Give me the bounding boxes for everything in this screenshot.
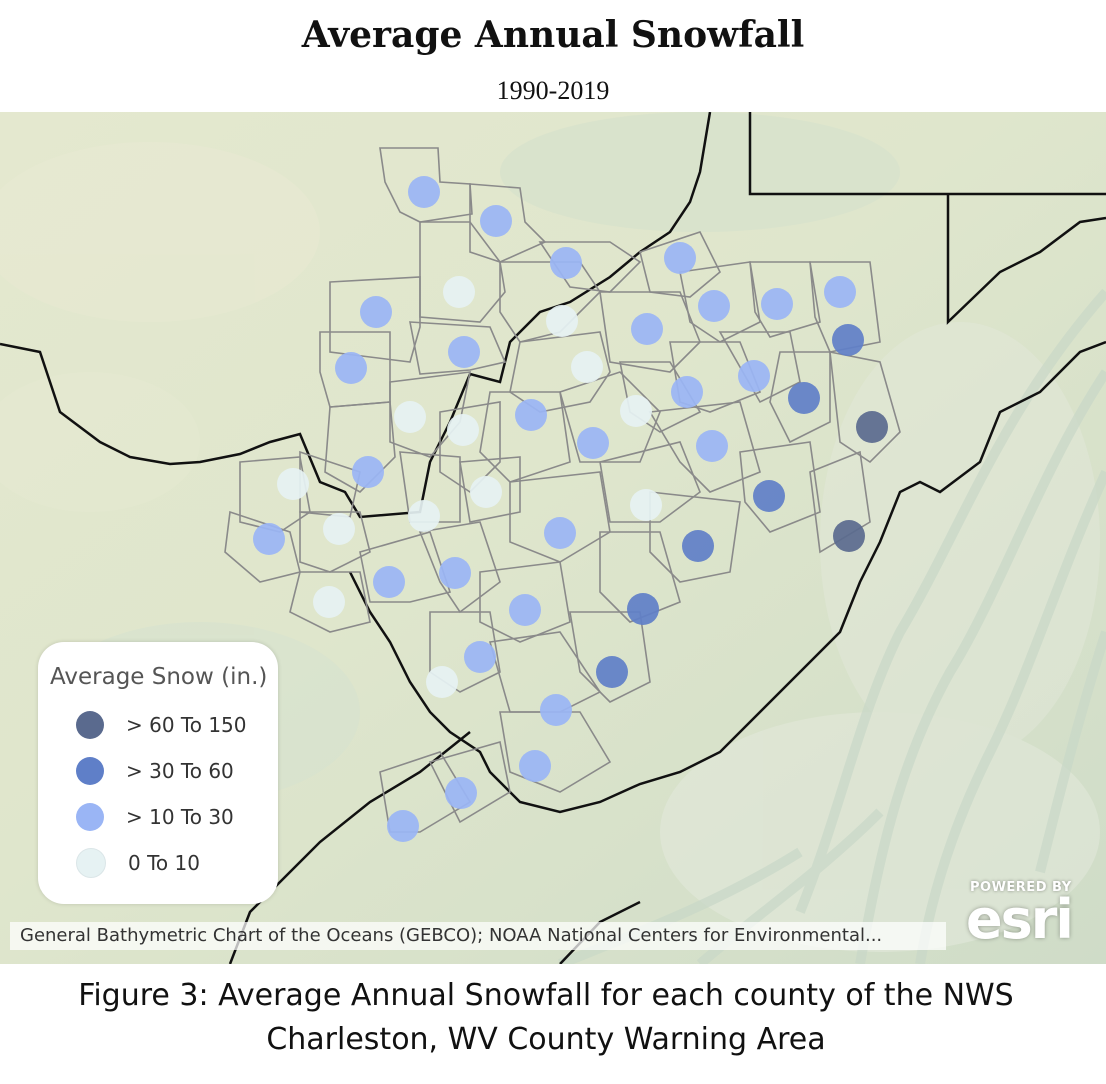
county-snow-marker[interactable]	[447, 414, 479, 446]
county-dot-layer	[253, 176, 888, 842]
legend-item-class-4: 0 To 10	[76, 848, 200, 878]
legend-title: Average Snow (in.)	[50, 664, 268, 690]
county-snow-marker[interactable]	[509, 594, 541, 626]
county-snow-marker[interactable]	[544, 517, 576, 549]
county-snow-marker[interactable]	[627, 593, 659, 625]
county-snow-marker[interactable]	[577, 427, 609, 459]
county-snow-marker[interactable]	[448, 336, 480, 368]
county-snow-marker[interactable]	[387, 810, 419, 842]
county-snow-marker[interactable]	[408, 500, 440, 532]
county-snow-marker[interactable]	[738, 360, 770, 392]
map-title: Average Annual Snowfall	[301, 14, 805, 56]
county-snow-marker[interactable]	[540, 694, 572, 726]
county-snow-marker[interactable]	[546, 305, 578, 337]
esri-logo[interactable]: POWERED BY esri	[962, 878, 1092, 951]
caption-line-2: Charleston, WV County Warning Area	[266, 1022, 826, 1057]
county-snow-marker[interactable]	[464, 641, 496, 673]
county-snow-marker[interactable]	[788, 382, 820, 414]
legend-label: 0 To 10	[128, 851, 200, 875]
county-snow-marker[interactable]	[596, 656, 628, 688]
legend-label: > 60 To 150	[126, 713, 247, 737]
county-snow-marker[interactable]	[439, 557, 471, 589]
legend-panel: Average Snow (in.) > 60 To 150 > 30 To 6…	[38, 642, 278, 904]
map-canvas[interactable]	[0, 112, 1106, 964]
legend-label: > 30 To 60	[126, 759, 234, 783]
county-snow-marker[interactable]	[352, 456, 384, 488]
legend-swatch	[76, 711, 104, 739]
county-snow-marker[interactable]	[408, 176, 440, 208]
county-snow-marker[interactable]	[277, 468, 309, 500]
county-snow-marker[interactable]	[824, 276, 856, 308]
figure-caption: Figure 3: Average Annual Snowfall for ea…	[0, 974, 1092, 1062]
legend-swatch	[76, 848, 106, 878]
caption-line-1: Figure 3: Average Annual Snowfall for ea…	[78, 978, 1014, 1013]
powered-by-text: POWERED BY	[970, 880, 1072, 895]
county-snow-marker[interactable]	[671, 376, 703, 408]
map-svg	[0, 112, 1106, 964]
county-snow-marker[interactable]	[664, 242, 696, 274]
county-snow-marker[interactable]	[519, 750, 551, 782]
legend-swatch	[76, 757, 104, 785]
county-snow-marker[interactable]	[323, 513, 355, 545]
county-snow-marker[interactable]	[253, 523, 285, 555]
county-snow-marker[interactable]	[426, 666, 458, 698]
county-snow-marker[interactable]	[470, 476, 502, 508]
county-snow-marker[interactable]	[856, 411, 888, 443]
legend-item-class-2: > 30 To 60	[76, 756, 234, 786]
county-snow-marker[interactable]	[443, 276, 475, 308]
county-snow-marker[interactable]	[698, 290, 730, 322]
county-snow-marker[interactable]	[480, 205, 512, 237]
map-attribution[interactable]: General Bathymetric Chart of the Oceans …	[10, 922, 946, 950]
county-snow-marker[interactable]	[394, 401, 426, 433]
county-snow-marker[interactable]	[620, 395, 652, 427]
county-snow-marker[interactable]	[550, 247, 582, 279]
county-snow-marker[interactable]	[696, 430, 728, 462]
county-snow-marker[interactable]	[630, 489, 662, 521]
legend-swatch	[76, 803, 104, 831]
legend-item-class-1: > 60 To 150	[76, 710, 247, 740]
county-snow-marker[interactable]	[761, 288, 793, 320]
county-snow-marker[interactable]	[571, 351, 603, 383]
county-snow-marker[interactable]	[335, 352, 367, 384]
county-snow-marker[interactable]	[313, 586, 345, 618]
esri-wordmark: esri	[966, 888, 1074, 951]
county-snow-marker[interactable]	[753, 480, 785, 512]
legend-item-class-3: > 10 To 30	[76, 802, 234, 832]
county-snow-marker[interactable]	[373, 566, 405, 598]
county-snow-marker[interactable]	[682, 530, 714, 562]
legend-label: > 10 To 30	[126, 805, 234, 829]
county-snow-marker[interactable]	[515, 399, 547, 431]
county-snow-marker[interactable]	[832, 324, 864, 356]
county-snow-marker[interactable]	[631, 313, 663, 345]
county-snow-marker[interactable]	[833, 520, 865, 552]
county-snow-marker[interactable]	[445, 777, 477, 809]
map-subtitle: 1990-2019	[496, 76, 610, 105]
county-snow-marker[interactable]	[360, 296, 392, 328]
